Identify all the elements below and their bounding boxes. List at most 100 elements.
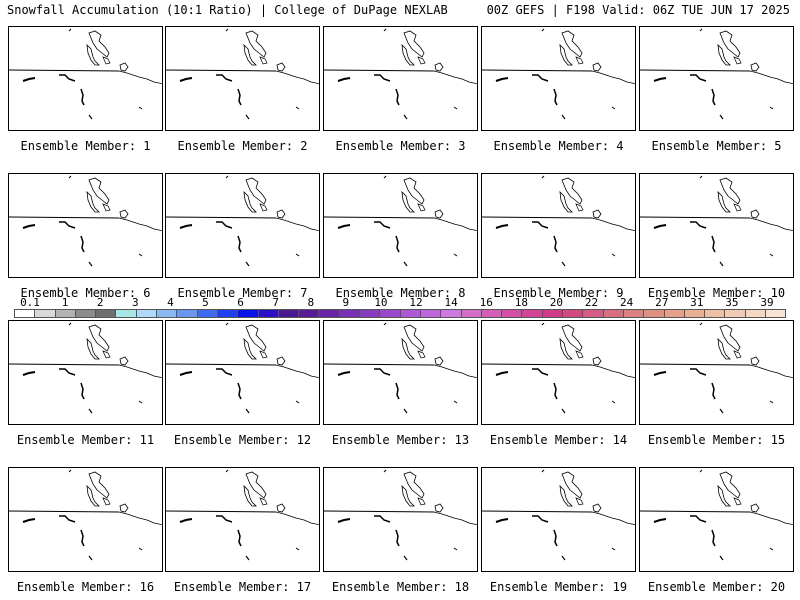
- ensemble-member-map-1: [8, 26, 163, 131]
- ensemble-member-label: Ensemble Member: 1: [20, 139, 151, 153]
- colorbar-segment: [339, 310, 361, 317]
- colorbar-segment: [197, 310, 218, 317]
- colorbar-tick-label: 9: [342, 296, 350, 309]
- basemap-outline: [324, 175, 477, 267]
- ensemble-member-label: Ensemble Member: 9: [493, 286, 624, 300]
- ensemble-member-label: Ensemble Member: 8: [335, 286, 466, 300]
- colorbar-segment: [563, 310, 584, 317]
- ensemble-member-label: Ensemble Member: 5: [651, 139, 782, 153]
- colorbar-segment: [360, 310, 381, 317]
- ensemble-member-map-18: [323, 467, 478, 572]
- colorbar-tick-label: 14: [444, 296, 458, 309]
- colorbar-segment: [35, 310, 56, 317]
- basemap-outline: [482, 469, 635, 561]
- colorbar-segment: [542, 310, 564, 317]
- colorbar-tick-label: 2: [96, 296, 104, 309]
- basemap-outline: [9, 175, 162, 267]
- colorbar-tick-label: 3: [131, 296, 139, 309]
- colorbar-segment: [664, 310, 685, 317]
- colorbar-tick-label: 16: [479, 296, 493, 309]
- colorbar-segment: [319, 310, 340, 317]
- ensemble-member-map-4: [481, 26, 636, 131]
- colorbar-segment: [299, 310, 320, 317]
- colorbar-segment: [420, 310, 442, 317]
- basemap-outline: [166, 322, 319, 414]
- ensemble-member-label: Ensemble Member: 16: [16, 580, 155, 594]
- basemap-outline: [640, 175, 793, 267]
- colorbar-segment: [583, 310, 604, 317]
- ensemble-member-label: Ensemble Member: 20: [647, 580, 786, 594]
- colorbar-segment: [278, 310, 300, 317]
- basemap-outline: [324, 322, 477, 414]
- colorbar-tick-label: 8: [307, 296, 315, 309]
- colorbar-tick-label: 18: [514, 296, 528, 309]
- colorbar-segment: [644, 310, 665, 317]
- colorbar-tick-label: 10: [374, 296, 388, 309]
- colorbar-tick-label: 0.1: [20, 296, 40, 309]
- ensemble-member-label: Ensemble Member: 11: [16, 433, 155, 447]
- ensemble-member-label: Ensemble Member: 6: [20, 286, 151, 300]
- basemap-outline: [482, 175, 635, 267]
- ensemble-member-map-15: [639, 320, 794, 425]
- colorbar-segment: [441, 310, 462, 317]
- colorbar-tick-label: 4: [167, 296, 174, 309]
- colorbar-tick-label: 7: [272, 296, 279, 309]
- colorbar-segment: [603, 310, 624, 317]
- colorbar-segment: [461, 310, 482, 317]
- ensemble-member-map-12: [165, 320, 320, 425]
- basemap-outline: [9, 28, 162, 120]
- basemap-outline: [482, 28, 635, 120]
- ensemble-member-label: Ensemble Member: 12: [173, 433, 312, 447]
- ensemble-member-label: Ensemble Member: 18: [331, 580, 470, 594]
- basemap-outline: [166, 175, 319, 267]
- ensemble-member-map-17: [165, 467, 320, 572]
- ensemble-member-map-11: [8, 320, 163, 425]
- ensemble-member-label: Ensemble Member: 10: [647, 286, 786, 300]
- colorbar-segment: [55, 310, 76, 317]
- ensemble-member-map-3: [323, 26, 478, 131]
- map-title: Snowfall Accumulation (10:1 Ratio) | Col…: [7, 3, 448, 17]
- colorbar-segment: [745, 310, 766, 317]
- basemap-outline: [9, 469, 162, 561]
- colorbar-segment: [705, 310, 726, 317]
- ensemble-member-label: Ensemble Member: 13: [331, 433, 470, 447]
- colorbar-segment: [522, 310, 543, 317]
- colorbar-segment: [765, 310, 786, 317]
- ensemble-member-label: Ensemble Member: 17: [173, 580, 312, 594]
- basemap-outline: [640, 469, 793, 561]
- colorbar-segment: [725, 310, 746, 317]
- ensemble-member-map-19: [481, 467, 636, 572]
- colorbar-segment: [684, 310, 706, 317]
- basemap-outline: [640, 322, 793, 414]
- colorbar-segment: [481, 310, 503, 317]
- ensemble-member-label: Ensemble Member: 7: [177, 286, 308, 300]
- basemap-outline: [640, 28, 793, 120]
- colorbar-segment: [116, 310, 137, 317]
- basemap-outline: [9, 322, 162, 414]
- colorbar-tick-label: 31: [690, 296, 704, 309]
- colorbar-segment: [177, 310, 198, 317]
- run-valid-time: 00Z GEFS | F198 Valid: 06Z TUE JUN 17 20…: [486, 3, 790, 17]
- basemap-outline: [324, 469, 477, 561]
- ensemble-member-map-13: [323, 320, 478, 425]
- colorbar-segment: [157, 310, 178, 317]
- colorbar-tick-label: 1: [61, 296, 69, 309]
- colorbar-tick-label: 24: [619, 296, 634, 309]
- colorbar-segment: [96, 310, 117, 317]
- ensemble-member-label: Ensemble Member: 4: [493, 139, 624, 153]
- colorbar-tick-label: 35: [725, 296, 739, 309]
- ensemble-member-map-20: [639, 467, 794, 572]
- ensemble-member-map-2: [165, 26, 320, 131]
- colorbar-segment: [136, 310, 158, 317]
- ensemble-member-label: Ensemble Member: 15: [647, 433, 786, 447]
- ensemble-member-label: Ensemble Member: 2: [177, 139, 308, 153]
- colorbar-tick-label: 5: [202, 296, 209, 309]
- colorbar-segment: [380, 310, 401, 317]
- ensemble-member-map-8: [323, 173, 478, 278]
- basemap-outline: [324, 28, 477, 120]
- colorbar-tick-label: 22: [584, 296, 599, 309]
- colorbar-tick-label: 12: [409, 296, 423, 309]
- colorbar-segment: [217, 310, 239, 317]
- colorbar-segment: [258, 310, 279, 317]
- basemap-outline: [482, 322, 635, 414]
